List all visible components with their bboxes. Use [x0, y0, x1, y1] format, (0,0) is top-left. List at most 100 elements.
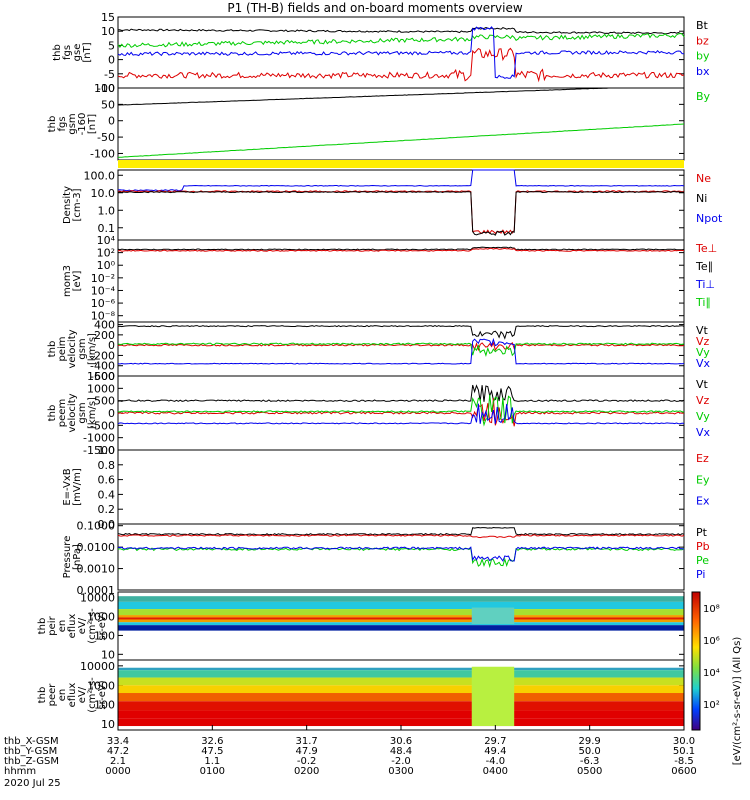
x-row-label: hhmm: [4, 766, 36, 777]
series-vt: [117, 325, 685, 340]
y-tick-label: 100.0: [84, 169, 116, 182]
panel-traces: [117, 26, 685, 83]
y-axis-label: (cm²-s-: [87, 677, 98, 713]
x-col-value: 30.0: [673, 736, 695, 747]
y-tick-label: 10⁻⁶: [91, 297, 116, 310]
y-axis-label: gsm: [67, 113, 78, 134]
panel-frame: [117, 239, 685, 323]
y-tick-label: -600: [90, 370, 115, 383]
series-vy: [117, 342, 685, 357]
y-axis-label: gse: [72, 44, 83, 62]
x-col-value: -2.0: [391, 756, 411, 767]
legend-entry: Vx: [696, 426, 711, 439]
spectrogram-band: [118, 601, 684, 610]
legend-entry: Vz: [696, 335, 710, 348]
x-col-value: 29.9: [579, 736, 601, 747]
series-vt-peem: [117, 384, 685, 403]
y-tick-label: -100: [90, 147, 115, 160]
colorbar-rect: [691, 591, 701, 731]
y-axis-label: gsm: [77, 402, 88, 423]
y-axis-label: thb: [47, 405, 58, 422]
panel-efield: 1.0 0.8 0.60.4 0.2 0.0 E=-VxB [mV/m] Ez Ey Ex: [62, 444, 710, 531]
y-tick-label: 10⁻⁸: [91, 310, 116, 323]
spectrogram-band: [118, 617, 684, 620]
x-col-value: 0000: [105, 766, 130, 777]
y-tick-label: 0: [108, 339, 115, 352]
y-axis-label: [cm-3]: [72, 188, 83, 221]
colorbar: 10⁸ 10⁶ 10⁴ 10² [eV/(cm²-s-sr-eV)] (All Qs): [691, 591, 743, 765]
y-axis-label: peir: [47, 615, 58, 635]
x-col-value: 0400: [483, 766, 508, 777]
series-vy-peem: [117, 394, 685, 427]
x-col-value: 50.1: [673, 746, 695, 757]
colorbar-tick-label: 10⁸: [703, 604, 720, 615]
y-axis-label: en: [57, 620, 68, 633]
y-axis-label: [nT]: [87, 114, 98, 134]
x-col-value: -0.2: [297, 756, 317, 767]
y-tick-label: 100: [94, 629, 115, 642]
legend-entry: Ez: [696, 452, 709, 465]
x-col-value: 49.4: [484, 746, 506, 757]
x-col-value: 0300: [388, 766, 413, 777]
y-tick-label: -200: [90, 349, 115, 362]
spectrogram-band: [118, 693, 684, 702]
y-tick-label: 1000: [87, 611, 115, 624]
y-axis-label: fgs: [57, 116, 68, 131]
spectrogram-gap: [471, 607, 515, 625]
legend-entry: Pi: [696, 568, 705, 581]
x-col-value: 2.1: [110, 756, 126, 767]
x-col-value: -8.5: [674, 756, 694, 767]
x-col-value: 29.7: [484, 736, 506, 747]
legend-entry: Bt: [696, 19, 709, 32]
y-tick-label: 0.0010: [77, 563, 116, 576]
legend-entry: Vz: [696, 394, 710, 407]
y-tick-label: 10000: [80, 592, 115, 605]
y-tick-label: 10⁻⁴: [91, 284, 116, 297]
x-col-value: 0100: [200, 766, 225, 777]
y-axis-label: eflux: [67, 614, 78, 639]
legend-entry: Vx: [696, 357, 711, 370]
series-tepar: [117, 246, 685, 251]
y-tick-label: 0.6: [98, 474, 116, 487]
series-vx-peem: [117, 403, 685, 425]
series-vx: [117, 337, 685, 365]
series-ni: [117, 190, 685, 236]
spectrogram-gap: [471, 666, 515, 727]
spectrogram-band: [118, 718, 684, 727]
panel-frame: [117, 87, 685, 161]
series-vz-peem: [117, 398, 685, 427]
x-col-value: 47.9: [296, 746, 318, 757]
spectrogram-band: [118, 625, 684, 631]
legend-entry: Vy: [696, 410, 710, 423]
y-axis-label: peem: [57, 399, 68, 427]
spectrogram-band: [118, 596, 684, 602]
y-tick-label: 0.4: [98, 488, 116, 501]
spectrogram-band: [118, 609, 684, 616]
y-tick-label: 10: [101, 648, 115, 661]
panel-frame: [117, 449, 685, 525]
panel-fgsgsm: 100 50 0 -50 -100 thb fgs gsm -160 [nT] By: [47, 82, 711, 161]
y-axis-label: [nT]: [82, 42, 93, 62]
legend-entry: Ti∥: [695, 296, 711, 309]
panel-frame: [117, 523, 685, 591]
spectrogram-band: [118, 677, 684, 686]
y-axis-label: thb: [47, 341, 58, 358]
panel-traces: [117, 160, 685, 236]
y-axis-label: [km/s]: [87, 397, 98, 429]
y-axis-label: en: [57, 689, 68, 702]
colorbar-tick-label: 10²: [703, 700, 720, 711]
panel-peer: 10000 1000 100 10 thb peer en eflux eV/(cm²-s-sr…: [37, 659, 685, 731]
legend-entry: Vy: [696, 346, 710, 359]
series-btgsm: [117, 87, 684, 106]
y-tick-label: 10⁴: [97, 234, 116, 247]
panel-traces: [117, 384, 685, 427]
legend-entry: Ne: [696, 172, 711, 185]
y-axis-label: velocity: [67, 329, 78, 368]
y-axis-label: (cm²-s-: [87, 608, 98, 644]
y-axis-label: -160: [77, 113, 88, 136]
y-tick-label: 200: [94, 329, 115, 342]
